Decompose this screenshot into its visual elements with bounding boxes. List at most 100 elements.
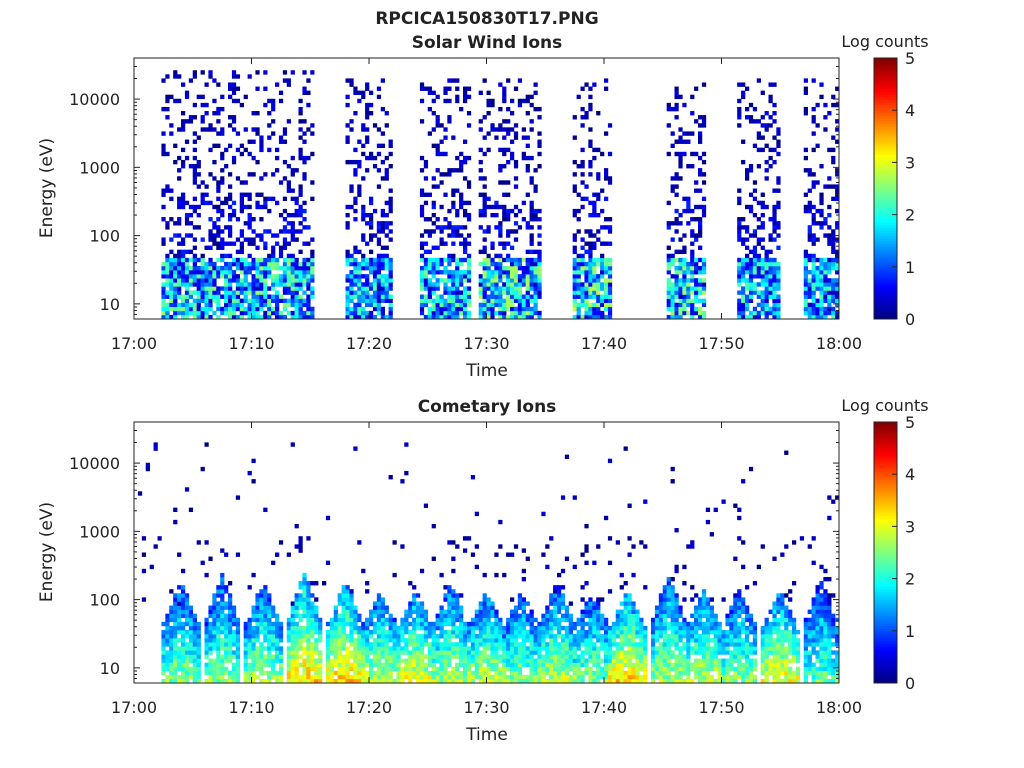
heatmap-cell [224, 552, 229, 557]
heatmap-cell [529, 261, 534, 267]
heatmap-cell [294, 168, 299, 173]
heatmap-cell [400, 670, 405, 676]
heatmap-cell [173, 662, 178, 667]
heatmap-cell [756, 253, 761, 259]
heatmap-cell [404, 642, 409, 647]
heatmap-cell [216, 180, 221, 185]
heatmap-cell [188, 654, 194, 659]
heatmap-cell [482, 650, 487, 655]
heatmap-cell [572, 249, 577, 255]
heatmap-cell [510, 306, 515, 312]
heatmap-cell [177, 646, 182, 651]
heatmap-cell [169, 257, 174, 263]
heatmap-cell [181, 274, 186, 279]
heatmap-cell [447, 310, 452, 316]
heatmap-cell [478, 658, 483, 663]
heatmap-cell [251, 634, 256, 639]
heatmap-cell [529, 670, 534, 676]
heatmap-cell [318, 650, 323, 655]
heatmap-cell [666, 294, 671, 299]
heatmap-cell [580, 159, 585, 165]
heatmap-cell [439, 658, 444, 663]
colorbar-segment [874, 201, 897, 205]
heatmap-cell [259, 139, 264, 144]
heatmap-cell [431, 184, 436, 189]
heatmap-cell [184, 290, 190, 295]
heatmap-cell [231, 638, 237, 643]
heatmap-cell [196, 621, 201, 627]
heatmap-cell [165, 98, 170, 104]
heatmap-cell [380, 286, 385, 291]
heatmap-cell [423, 294, 429, 299]
colorbar-segment [874, 258, 897, 262]
heatmap-cell [290, 278, 295, 283]
heatmap-cell [690, 151, 695, 157]
heatmap-cell [298, 678, 303, 684]
heatmap-cell [282, 278, 288, 283]
heatmap-cell [745, 229, 750, 234]
heatmap-cell [290, 662, 295, 667]
heatmap-cell [345, 589, 350, 594]
heatmap-cell [255, 658, 260, 663]
heatmap-cell [337, 678, 342, 684]
heatmap-cell [376, 298, 382, 303]
heatmap-cell [365, 86, 370, 91]
heatmap-cell [235, 662, 241, 667]
heatmap-cell [255, 245, 260, 250]
heatmap-cell [478, 306, 483, 312]
heatmap-cell [365, 650, 370, 655]
heatmap-cell [231, 629, 237, 635]
heatmap-cell [184, 650, 190, 655]
heatmap-cell [282, 225, 288, 230]
heatmap-cell [490, 666, 495, 672]
heatmap-cell [275, 658, 280, 663]
heatmap-cell [263, 241, 268, 246]
heatmap-cell [184, 249, 190, 255]
heatmap-cell [169, 646, 174, 651]
heatmap-cell [267, 674, 272, 680]
heatmap-cell [384, 617, 389, 623]
heatmap-cell [325, 674, 331, 680]
heatmap-cell [329, 678, 335, 684]
heatmap-cell [682, 306, 687, 312]
heatmap-cell [192, 115, 197, 120]
heatmap-cell [384, 658, 389, 663]
heatmap-cell [572, 237, 577, 242]
heatmap-cell [752, 229, 758, 234]
heatmap-cell [357, 650, 362, 655]
heatmap-cell [243, 621, 248, 627]
heatmap-cell [490, 286, 495, 291]
heatmap-cell [690, 257, 695, 263]
heatmap-cell [306, 625, 311, 631]
heatmap-cell [768, 290, 773, 295]
heatmap-cell [365, 314, 370, 320]
heatmap-cell [506, 127, 511, 132]
heatmap-cell [369, 237, 374, 242]
heatmap-cell [466, 286, 472, 291]
heatmap-cell [541, 670, 546, 676]
heatmap-cell [228, 261, 233, 267]
heatmap-cell [208, 245, 213, 250]
heatmap-cell [337, 593, 342, 598]
heatmap-cell [247, 265, 252, 271]
heatmap-cell [678, 135, 683, 140]
heatmap-cell [267, 265, 272, 271]
heatmap-cell [439, 298, 444, 303]
heatmap-cell [345, 212, 350, 218]
heatmap-cell [670, 298, 675, 303]
heatmap-cell [208, 662, 213, 667]
heatmap-cell [737, 314, 742, 320]
heatmap-cell [216, 217, 221, 222]
heatmap-cell [470, 629, 476, 635]
heatmap-cell [325, 654, 331, 659]
heatmap-cell [474, 544, 479, 549]
heatmap-cell [314, 646, 319, 651]
heatmap-cell [208, 674, 213, 680]
heatmap-cell [380, 674, 385, 680]
heatmap-cell [184, 94, 190, 100]
heatmap-cell [294, 302, 299, 308]
heatmap-cell [188, 233, 194, 238]
heatmap-cell [811, 294, 816, 299]
heatmap-cell [294, 642, 299, 647]
heatmap-cell [419, 621, 425, 627]
